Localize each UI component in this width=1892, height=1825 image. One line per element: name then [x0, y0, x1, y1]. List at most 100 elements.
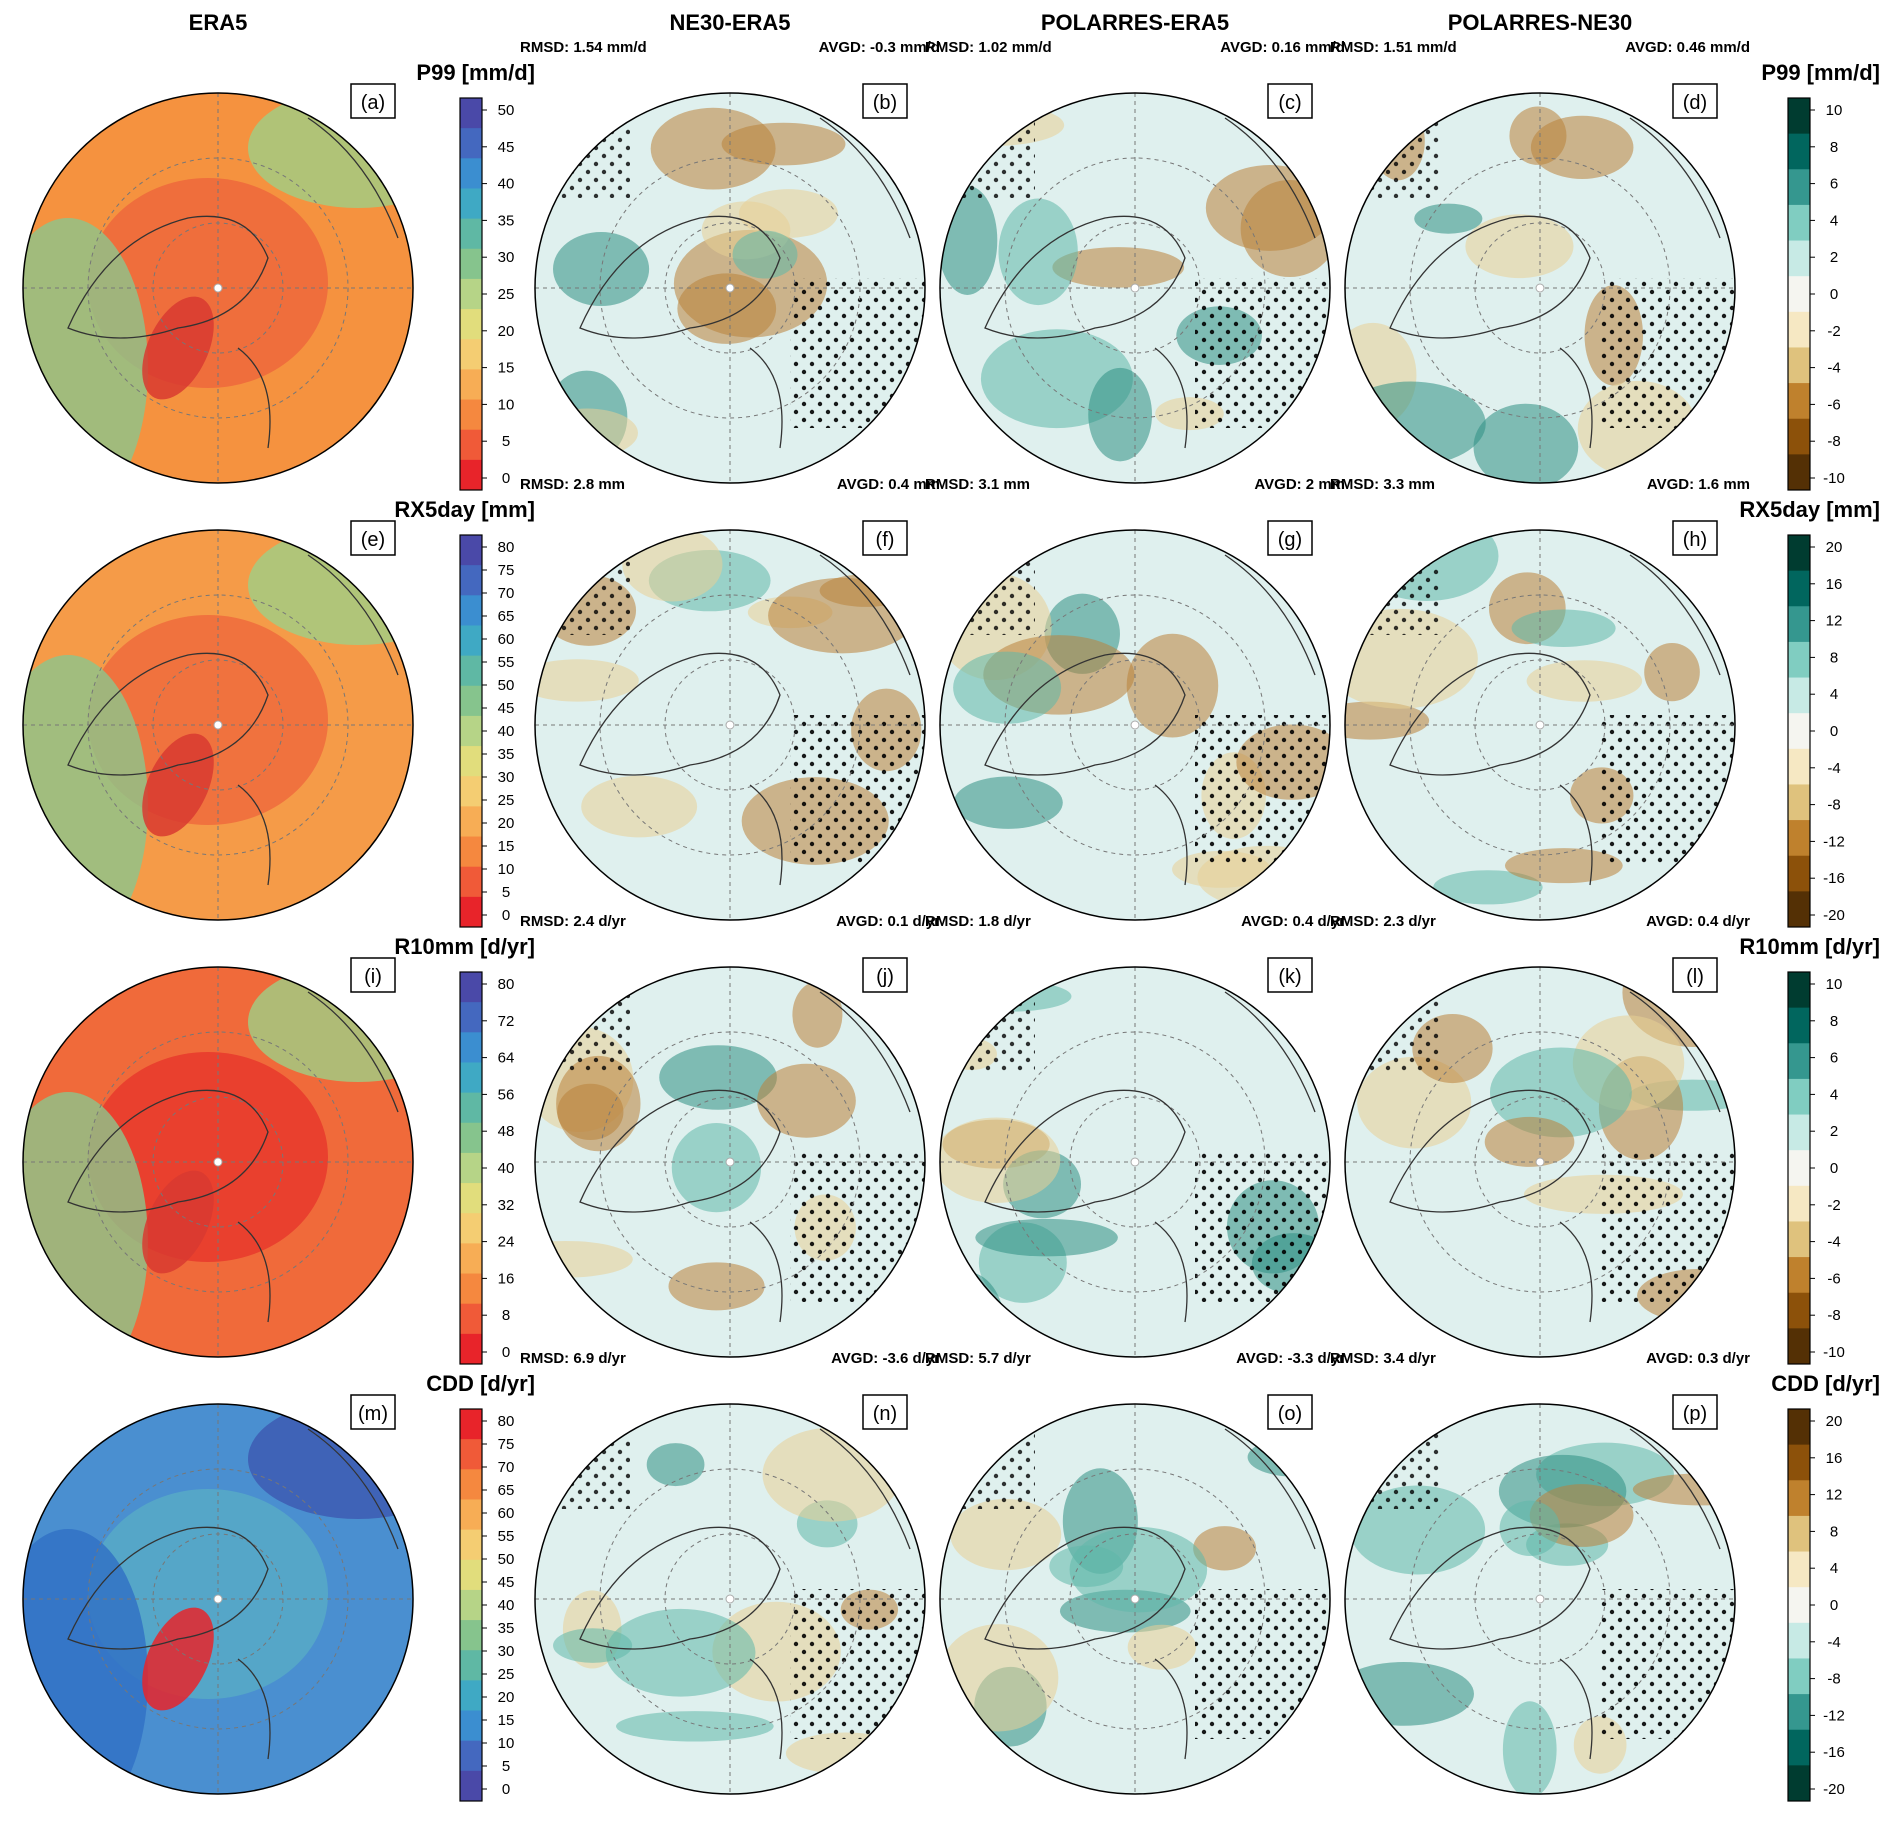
colorbar-tick-label: 70 [498, 585, 515, 602]
colorbar-tick-label: -8 [1827, 1307, 1840, 1324]
colorbar-tick-label: 80 [498, 1413, 515, 1430]
significance-stippling [535, 555, 630, 635]
panel-label: (e) [361, 529, 385, 551]
significance-stippling [940, 555, 1035, 635]
colorbar-tick-label: -2 [1827, 323, 1840, 340]
panel-label-box [862, 957, 908, 993]
difference-blob [1511, 609, 1616, 647]
colorbar-tick-label: -4 [1827, 360, 1840, 377]
colorbar-segment [460, 1333, 482, 1365]
difference-blob [1499, 1500, 1561, 1557]
polar-map: (h) [1344, 520, 1736, 921]
difference-blob [556, 1055, 641, 1152]
colorbar-segment [460, 1529, 482, 1561]
coastline [984, 652, 1186, 776]
colorbar-tick-label: 8 [1830, 649, 1838, 666]
coastline [749, 991, 911, 1323]
column-title-polarres-era5: POLARRES-ERA5 [1041, 10, 1229, 35]
colorbar-tick-label: 70 [498, 1459, 515, 1476]
panel-label-box [350, 83, 396, 119]
colorbar-tick-label: 6 [1830, 1050, 1838, 1067]
difference-blob [1345, 1661, 1474, 1726]
coastline [67, 215, 269, 339]
colorbar-tick-label: -10 [1823, 1344, 1845, 1361]
polar-map: (k) [939, 957, 1331, 1358]
difference-blob [1193, 1526, 1257, 1571]
polar-map: (b) [534, 83, 926, 484]
panel-label-box [350, 520, 396, 556]
colorbar-segment [1788, 677, 1810, 714]
significance-stippling [1195, 715, 1330, 865]
north-pole-marker [1535, 1594, 1545, 1604]
colorbar-tick-label: 0 [502, 1344, 510, 1361]
colorbar-tick-label: -12 [1823, 1707, 1845, 1724]
polar-map: (i) [22, 957, 414, 1358]
significance-stippling [790, 715, 925, 865]
colorbar-tick-label: 32 [498, 1197, 515, 1214]
significance-stippling [1600, 1152, 1735, 1302]
rmsd-label: RMSD: 5.7 d/yr [925, 1350, 1031, 1367]
colorbar-tick-label: 48 [498, 1123, 515, 1140]
colorbar-tick-label: -4 [1827, 760, 1840, 777]
panel-label: (h) [1683, 529, 1707, 551]
colorbar-tick-label: 24 [498, 1234, 515, 1251]
difference-blob [1126, 633, 1219, 738]
colorbar-segment [460, 1273, 482, 1305]
colorbar-segment [1788, 1150, 1810, 1187]
north-pole-marker [1535, 720, 1545, 730]
colorbar-tick-label: 56 [498, 1086, 515, 1103]
colorbar-segment [460, 625, 482, 657]
polar-map: (d) [1344, 83, 1736, 484]
difference-blob [615, 1711, 774, 1742]
colorbar-tick-label: 5 [502, 884, 510, 901]
greenland-shading [142, 296, 214, 400]
colorbar-tick-label: 16 [1826, 576, 1843, 593]
greenland-shading [142, 733, 214, 837]
colorbar-segment [1788, 1515, 1810, 1553]
coastline [237, 117, 399, 449]
colorbar-tick-label: 65 [498, 1482, 515, 1499]
colorbar-tick-label: -8 [1827, 797, 1840, 814]
colorbar-tick-label: 0 [502, 1781, 510, 1798]
colorbar-tick-label: -8 [1827, 1671, 1840, 1688]
difference-blob [1526, 660, 1643, 702]
coastline [984, 1526, 1186, 1650]
colorbar-tick-label: 20 [1826, 539, 1843, 556]
difference-blob [1502, 1701, 1557, 1794]
colorbar-tick-label: 15 [498, 838, 515, 855]
panel-label: (i) [364, 966, 382, 988]
significance-stippling [940, 992, 1035, 1072]
colorbar-tick-label: 55 [498, 654, 515, 671]
coastline [1559, 991, 1721, 1323]
colorbar-tick-label: 20 [498, 1689, 515, 1706]
colorbar-tick-label: -2 [1827, 1197, 1840, 1214]
north-pole-marker [213, 283, 223, 293]
colorbar-segment [460, 1002, 482, 1033]
colorbar-segment [460, 459, 482, 491]
colorbar-tick-label: 2 [1830, 249, 1838, 266]
avgd-label: AVGD: 0.4 d/yr [1241, 913, 1345, 930]
variable-title: P99 [mm/d] [416, 60, 535, 85]
colorbar-segment [1788, 570, 1810, 607]
colorbar-segment [1788, 855, 1810, 892]
coastline [67, 1089, 269, 1213]
polar-map: (c) [939, 83, 1331, 484]
colorbar-segment [1788, 311, 1810, 348]
polar-map: (m) [22, 1394, 414, 1795]
colorbar-tick-label: 60 [498, 1505, 515, 1522]
colorbar-tick-label: 35 [498, 212, 515, 229]
colorbar-segment [460, 972, 482, 1003]
colorbar-segment [1788, 1185, 1810, 1222]
polar-map: (g) [939, 520, 1331, 921]
colorbar-tick-label: 16 [1826, 1450, 1843, 1467]
significance-stippling [790, 1589, 925, 1739]
colorbar-segment [460, 655, 482, 687]
difference-blob [1484, 1116, 1575, 1167]
colorbar-tick-label: 80 [498, 539, 515, 556]
panel-label: (b) [873, 92, 897, 114]
colorbar-tick-label: 20 [498, 815, 515, 832]
colorbar-tick-label: 8 [1830, 139, 1838, 156]
map-frame [534, 1403, 926, 1795]
colorbar-tick-label: 60 [498, 631, 515, 648]
